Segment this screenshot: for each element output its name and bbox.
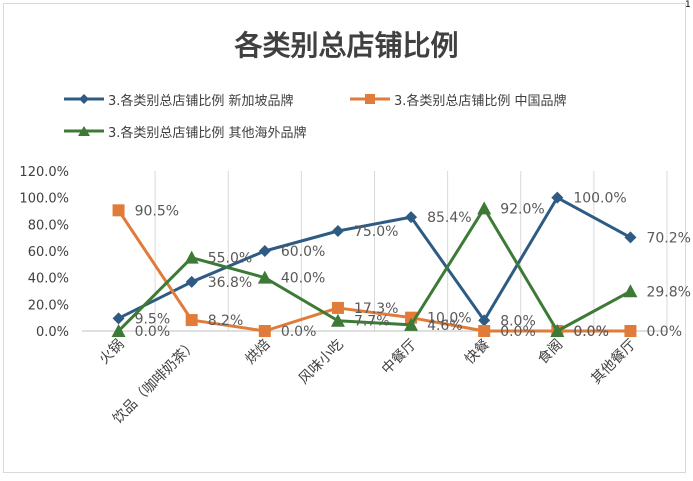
series-line-3 (117, 206, 632, 333)
data-label-series-2: 10.0% (427, 311, 471, 327)
y-tick-label: 40.0% (28, 272, 69, 287)
y-tick-label: 120.0% (19, 165, 69, 180)
data-label-series-3: 29.8% (646, 284, 690, 300)
data-point-square (258, 325, 271, 337)
data-label-series-1: 85.4% (427, 210, 471, 226)
data-point-square (185, 314, 198, 327)
data-point-triangle (330, 313, 345, 327)
series-line-1 (117, 196, 632, 322)
data-point-diamond (478, 314, 491, 327)
y-tick-label: 100.0% (19, 192, 69, 207)
data-point-diamond (551, 191, 564, 204)
data-label-series-2: 17.3% (354, 301, 398, 317)
data-label-series-1: 60.0% (281, 244, 325, 260)
data-label-series-1: 70.2% (646, 230, 690, 246)
legend-marker-diamond-icon (64, 94, 104, 104)
y-tick-label: 80.0% (28, 218, 69, 233)
data-point-diamond (331, 225, 344, 237)
data-point-triangle (623, 284, 638, 298)
data-point-square (478, 325, 491, 337)
legend-item-singapore: 3.各类别总店铺比例 新加坡品牌 (64, 88, 294, 110)
x-tick-label: 风味小吃 (296, 337, 347, 388)
data-point-diamond (258, 245, 271, 257)
x-tick-label: 烘焙 (243, 337, 274, 368)
data-label-series-3: 4.6% (427, 318, 463, 334)
data-point-triangle (184, 250, 199, 264)
corner-mark: 1 (685, 0, 691, 10)
y-tick-label: 0.0% (36, 325, 69, 340)
data-label-series-3: 0.0% (573, 324, 609, 340)
y-tick-label: 20.0% (28, 298, 69, 313)
data-label-series-3: 0.0% (135, 324, 171, 340)
data-point-diamond (624, 231, 637, 244)
x-tick-label: 食阁 (534, 336, 566, 368)
data-point-diamond (112, 312, 125, 325)
chart-title: 各类别总店铺比例 (234, 29, 459, 62)
data-label-series-3: 92.0% (500, 201, 544, 217)
data-label-series-1: 9.5% (135, 311, 171, 327)
data-point-square (112, 204, 125, 217)
data-label-series-2: 90.5% (135, 203, 179, 219)
chart-frame (3, 3, 686, 473)
data-label-series-1: 100.0% (573, 191, 626, 207)
data-point-square (331, 301, 344, 314)
data-label-series-1: 36.8% (208, 275, 252, 291)
data-label-series-2: 0.0% (646, 324, 682, 340)
x-tick-label: 其他餐厅 (588, 337, 639, 388)
data-point-square (624, 325, 637, 337)
legend-label-china: 3.各类别总店铺比例 中国品牌 (394, 93, 567, 109)
data-label-series-3: 40.0% (281, 271, 325, 287)
legend-marker-triangle-icon (64, 126, 104, 136)
legend-marker-square-icon (350, 94, 390, 104)
legend-item-other-overseas: 3.各类别总店铺比例 其他海外品牌 (64, 120, 307, 142)
data-point-triangle (257, 270, 272, 284)
data-point-triangle (477, 201, 492, 215)
legend-item-china: 3.各类别总店铺比例 中国品牌 (350, 88, 567, 110)
data-point-triangle (111, 324, 126, 337)
y-tick-label: 60.0% (28, 245, 69, 260)
data-label-series-1: 8.0% (500, 313, 536, 329)
legend-label-other-overseas: 3.各类别总店铺比例 其他海外品牌 (108, 125, 307, 141)
data-label-series-2: 0.0% (500, 324, 536, 340)
x-tick-label: 快餐 (462, 337, 493, 368)
data-label-series-3: 55.0% (208, 251, 252, 267)
x-tick-label: 中餐厅 (379, 337, 420, 378)
data-point-triangle (550, 324, 565, 337)
x-tick-label: 火锅 (96, 337, 127, 368)
legend-label-singapore: 3.各类别总店铺比例 新加坡品牌 (108, 93, 294, 109)
data-label-series-3: 7.7% (354, 314, 390, 330)
data-label-series-2: 8.2% (208, 313, 244, 329)
data-label-series-2: 0.0% (573, 324, 609, 340)
series-line-2 (117, 209, 631, 333)
data-label-series-1: 75.0% (354, 224, 398, 240)
data-point-diamond (185, 275, 198, 288)
data-point-triangle (404, 317, 419, 331)
data-point-diamond (405, 211, 418, 224)
data-label-series-2: 0.0% (281, 324, 317, 340)
